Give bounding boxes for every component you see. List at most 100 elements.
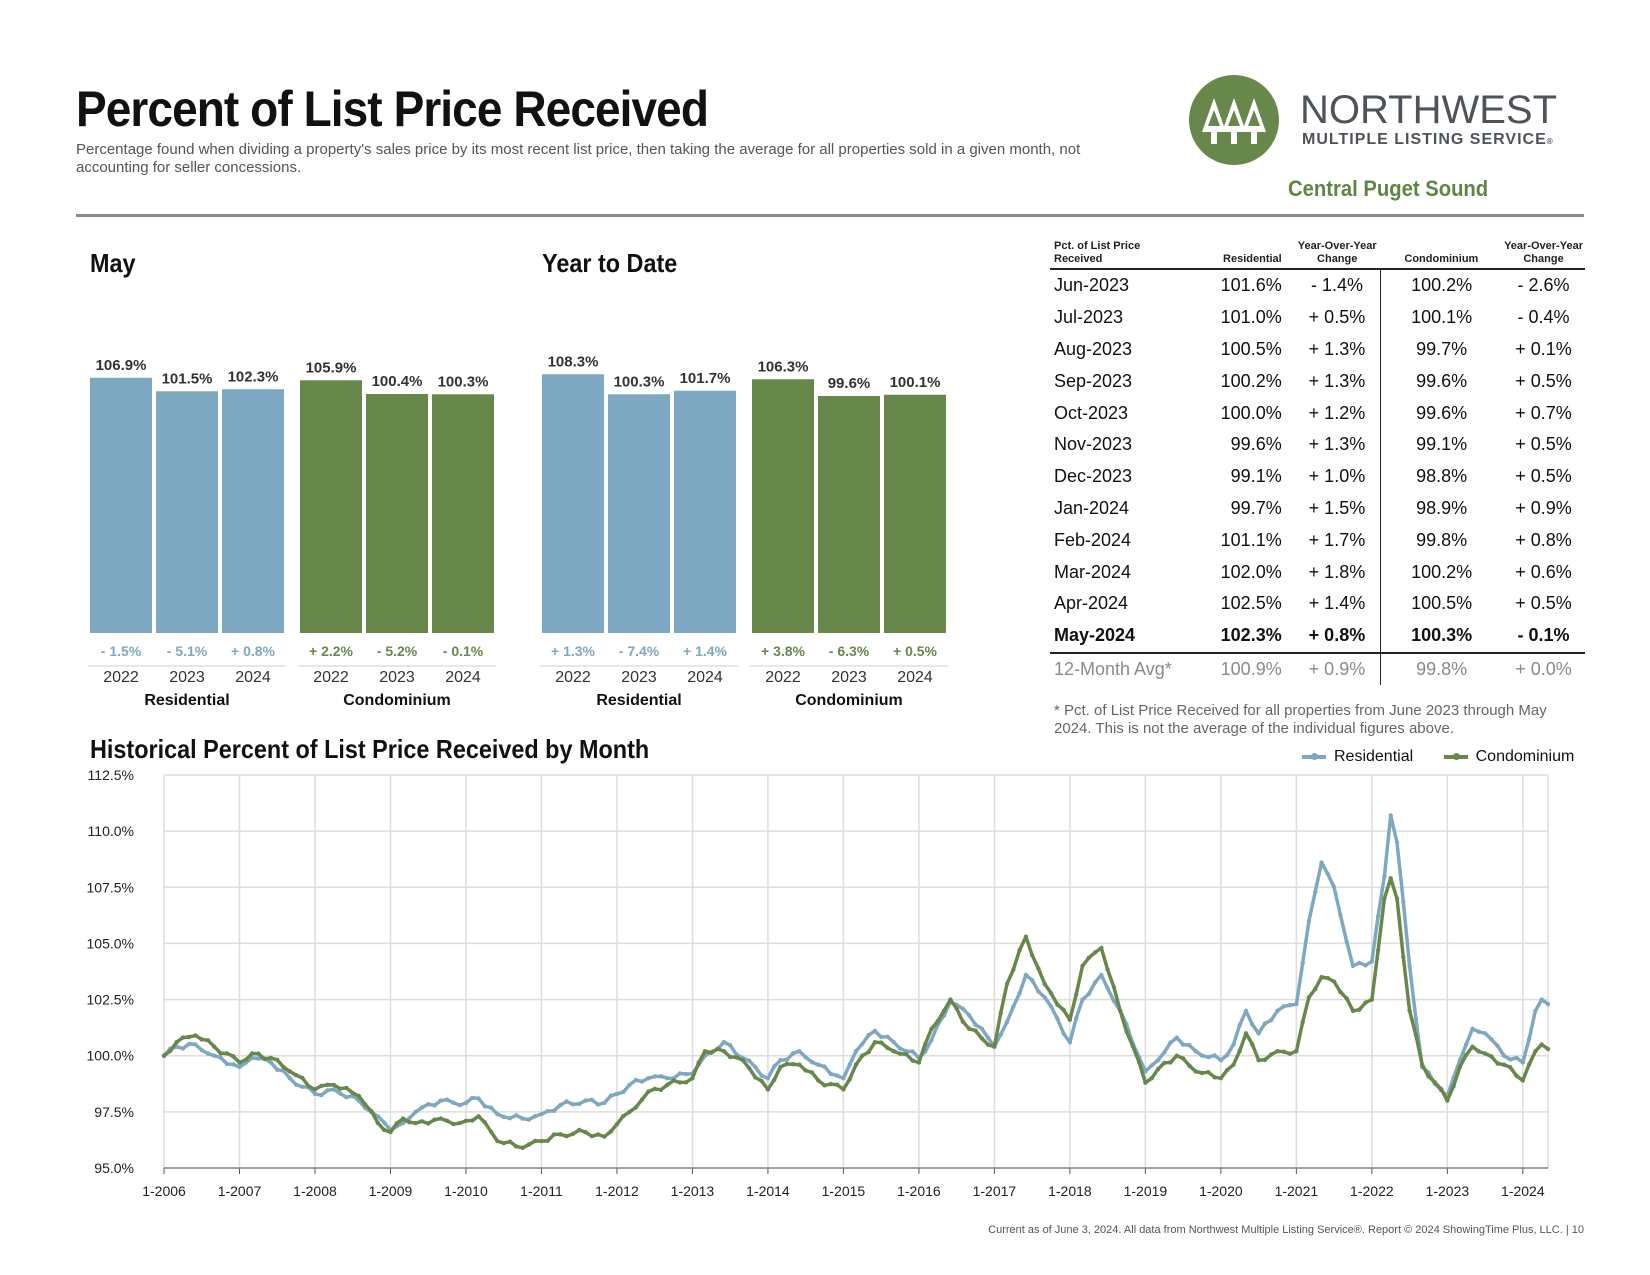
table-row: Sep-2023 100.2% + 1.3% 99.6% + 0.5% <box>1050 365 1585 398</box>
series-point-condominium <box>1357 1007 1362 1012</box>
series-point-residential <box>507 1116 513 1121</box>
series-point-condominium <box>1193 1069 1198 1074</box>
series-point-residential <box>683 1071 689 1077</box>
ytd-year-label: 2022 <box>555 669 591 686</box>
series-point-condominium <box>1067 1017 1073 1022</box>
series-point-residential <box>967 1013 972 1018</box>
series-point-condominium <box>1388 876 1393 881</box>
series-point-residential <box>841 1076 846 1081</box>
table-cell: 99.7% <box>1230 497 1282 518</box>
series-point-condominium <box>1401 954 1406 960</box>
col-header-month: Pct. of List Price Received <box>1050 240 1176 270</box>
series-point-condominium <box>533 1138 538 1144</box>
series-point-residential <box>1413 1016 1419 1021</box>
series-point-residential <box>1394 840 1400 845</box>
series-point-condominium <box>677 1080 683 1085</box>
x-tick-label: 1-2012 <box>595 1183 639 1198</box>
ytd-year-label: 2022 <box>765 669 801 686</box>
series-point-condominium <box>382 1127 387 1133</box>
may-value-label: 101.5% <box>162 370 213 387</box>
series-point-residential <box>1262 1021 1268 1026</box>
series-point-condominium <box>1111 985 1117 990</box>
series-point-condominium <box>860 1053 865 1058</box>
table-cell: 100.2% <box>1380 269 1503 302</box>
table-row: Jan-2024 99.7% + 1.5% 98.9% + 0.9% <box>1050 492 1585 525</box>
series-point-residential <box>470 1095 475 1101</box>
series-point-condominium <box>545 1138 550 1143</box>
may-bar-residential-2023 <box>156 391 218 633</box>
series-point-residential <box>1067 1040 1073 1045</box>
series-point-condominium <box>268 1055 274 1061</box>
table-row: Apr-2024 102.5% + 1.4% 100.5% + 0.5% <box>1050 587 1585 620</box>
series-point-residential <box>268 1060 274 1065</box>
series-point-condominium <box>1262 1057 1268 1062</box>
legend-swatch-residential <box>1302 753 1326 760</box>
series-point-residential <box>728 1043 733 1048</box>
series-point-condominium <box>1319 974 1324 980</box>
series-point-condominium <box>602 1134 607 1139</box>
series-point-condominium <box>1199 1070 1205 1076</box>
may-bar-condominium-2023 <box>366 394 428 633</box>
series-point-condominium <box>1061 1007 1066 1013</box>
table-cell: 101.1% <box>1220 529 1282 550</box>
y-tick-label: 102.5% <box>87 992 134 1008</box>
series-point-residential <box>721 1040 727 1045</box>
series-point-condominium <box>715 1046 720 1051</box>
series-point-condominium <box>514 1144 519 1149</box>
x-tick-label: 1-2010 <box>444 1183 488 1198</box>
series-point-condominium <box>671 1078 676 1083</box>
series-point-condominium <box>444 1118 450 1123</box>
series-point-residential <box>910 1049 915 1054</box>
table-cell: + 0.5% <box>1515 466 1572 487</box>
series-point-residential <box>293 1082 299 1087</box>
series-point-condominium <box>696 1060 701 1065</box>
series-point-condominium <box>891 1049 896 1054</box>
series-point-residential <box>960 1006 966 1011</box>
table-row: May-2024 102.3% + 0.8% 100.3% - 0.1% <box>1050 619 1585 653</box>
series-point-residential <box>614 1091 620 1097</box>
series-point-condominium <box>753 1075 758 1080</box>
series-point-residential <box>231 1062 236 1067</box>
series-point-condominium <box>539 1138 544 1144</box>
series-point-condominium <box>960 1019 966 1024</box>
series-point-residential <box>1225 1052 1230 1058</box>
may-group-label: Residential <box>144 692 229 709</box>
series-point-residential <box>1036 989 1041 994</box>
series-point-condominium <box>621 1114 626 1119</box>
series-point-residential <box>1023 972 1029 978</box>
series-point-residential <box>514 1113 519 1118</box>
series-point-residential <box>784 1057 789 1062</box>
col-header-condominium: Condominium <box>1380 240 1503 270</box>
series-point-residential <box>847 1062 852 1067</box>
series-point-residential <box>545 1109 550 1114</box>
series-point-residential <box>1319 860 1324 865</box>
series-point-condominium <box>218 1051 223 1056</box>
series-point-residential <box>816 1062 821 1067</box>
series-point-condominium <box>300 1075 305 1081</box>
series-point-condominium <box>293 1072 299 1078</box>
x-tick-label: 1-2022 <box>1350 1183 1394 1198</box>
series-point-residential <box>1061 1031 1066 1036</box>
page-title: Percent of List Price Received <box>76 81 709 137</box>
series-point-condominium <box>1533 1049 1538 1054</box>
table-cell: + 0.7% <box>1515 402 1572 423</box>
series-point-condominium <box>916 1060 922 1065</box>
table-row: Mar-2024 102.0% + 1.8% 100.2% + 0.6% <box>1050 556 1585 588</box>
series-point-residential <box>1011 1004 1016 1009</box>
table-cell: - 2.6% <box>1517 275 1570 296</box>
table-cell: + 1.3% <box>1308 370 1366 391</box>
series-point-condominium <box>1464 1052 1469 1058</box>
table-cell: Aug-2023 <box>1054 338 1133 359</box>
legend-label-residential: Residential <box>1334 748 1414 765</box>
series-point-condominium <box>526 1142 532 1147</box>
series-point-condominium <box>1036 966 1041 971</box>
series-point-residential <box>1149 1063 1154 1068</box>
series-point-residential <box>753 1064 758 1070</box>
series-point-residential <box>595 1102 601 1107</box>
series-point-condominium <box>646 1089 651 1094</box>
table-row: Jul-2023 101.0% + 0.5% 100.1% - 0.4% <box>1050 301 1585 334</box>
series-point-residential <box>1495 1043 1500 1049</box>
table-cell: Jun-2023 <box>1054 275 1130 296</box>
series-point-residential <box>1086 991 1091 997</box>
series-point-residential <box>539 1111 544 1117</box>
